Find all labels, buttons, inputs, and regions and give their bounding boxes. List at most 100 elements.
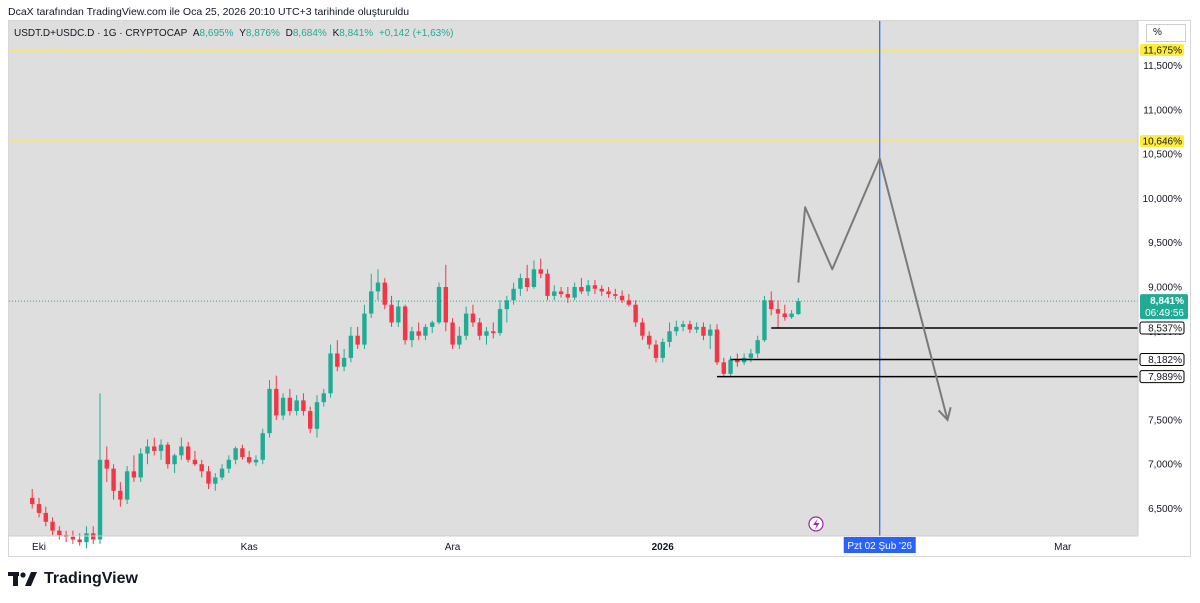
candle-body xyxy=(558,291,564,295)
candle-body xyxy=(375,282,381,292)
y-tick-label: 7,000% xyxy=(1148,460,1182,471)
candle-body xyxy=(463,313,469,336)
high-label: Y xyxy=(239,28,246,39)
candle-body xyxy=(531,269,537,287)
candle-body xyxy=(653,344,659,358)
candle-body xyxy=(443,287,448,323)
candle-body xyxy=(43,512,48,522)
candle-body xyxy=(735,359,740,363)
y-tick-label: 6,500% xyxy=(1148,504,1182,515)
candle-body xyxy=(152,446,157,451)
candle-body xyxy=(775,309,781,314)
axes: 6,500%7,000%7,500%8,000%8,500%9,000%9,50… xyxy=(9,21,1188,553)
level-price-label: 8,182% xyxy=(1148,355,1182,366)
candle-body xyxy=(280,397,286,416)
low-value: 8,684% xyxy=(292,28,327,39)
candle-body xyxy=(213,477,218,484)
symbol-legend: USDT.D+USDC.D · 1G · CRYPTOCAP A8,695% Y… xyxy=(14,28,453,39)
candle-body xyxy=(769,300,774,310)
candle-body xyxy=(199,464,204,472)
candle-body xyxy=(477,322,482,336)
candle-body xyxy=(287,397,293,412)
candle-body xyxy=(714,329,720,363)
candle-body xyxy=(131,471,137,478)
candle-body xyxy=(782,313,787,318)
candle-body xyxy=(647,335,652,345)
level-price-badge xyxy=(1139,321,1185,335)
symbol-name: USDT.D+USDC.D · 1G · CRYPTOCAP xyxy=(14,28,188,39)
candle-body xyxy=(721,362,726,374)
candle-body xyxy=(30,497,35,505)
candle-body xyxy=(118,490,123,500)
candle-body xyxy=(369,291,374,314)
candle-body xyxy=(470,313,476,323)
candle-body xyxy=(606,291,611,295)
candle-body xyxy=(694,326,699,330)
plot-background xyxy=(9,21,1138,536)
candle-body xyxy=(267,388,272,434)
level-price-badge xyxy=(1140,135,1184,148)
level-price-badge xyxy=(1140,43,1184,56)
candle-body xyxy=(511,288,516,301)
x-tick-label: 2026 xyxy=(652,542,675,553)
candle-body xyxy=(504,300,510,310)
candle-body xyxy=(260,433,265,460)
x-tick-label: Kas xyxy=(241,542,258,553)
candle-body xyxy=(382,282,387,305)
candle-body xyxy=(633,304,638,323)
candle-body xyxy=(640,322,645,336)
candle-body xyxy=(70,536,76,540)
candle-body xyxy=(619,295,625,301)
candle-body xyxy=(124,471,130,500)
candle-body xyxy=(308,411,313,429)
level-price-label: 7,989% xyxy=(1148,372,1182,383)
level-price-badge xyxy=(1139,370,1185,384)
candle-body xyxy=(497,309,503,334)
y-tick-label: 9,500% xyxy=(1148,238,1182,249)
candle-body xyxy=(219,468,225,478)
candle-body xyxy=(185,446,191,460)
vertical-marker-badge xyxy=(843,537,916,553)
open-label: A xyxy=(192,28,200,39)
candle-body xyxy=(158,444,164,451)
candle-body xyxy=(579,287,584,292)
candle-body xyxy=(341,357,347,367)
candle-body xyxy=(409,331,415,341)
candle-body xyxy=(599,288,604,292)
candle-body xyxy=(274,388,279,416)
candle-body xyxy=(402,306,408,341)
percent-scale-button[interactable]: % xyxy=(1146,24,1186,42)
candle-body xyxy=(674,326,679,332)
candle-body xyxy=(145,446,150,454)
candle-body xyxy=(389,304,394,323)
candle-body xyxy=(328,353,333,394)
candle-body xyxy=(592,285,598,289)
brand-name: TradingView xyxy=(44,570,138,587)
drawings xyxy=(717,21,1138,536)
candle-body xyxy=(667,331,672,342)
candle-body xyxy=(524,278,530,287)
candle-body xyxy=(97,459,103,540)
candle-body xyxy=(36,504,42,513)
candle-body xyxy=(565,294,571,298)
candle-body xyxy=(728,359,733,374)
tradingview-logo-icon xyxy=(8,572,37,586)
candle-body xyxy=(301,400,306,412)
candle-body xyxy=(613,294,618,296)
candle-body xyxy=(104,459,109,469)
lightning-icon[interactable] xyxy=(808,516,824,532)
candle-body xyxy=(172,455,177,465)
candle-body xyxy=(396,306,401,323)
candle-body xyxy=(192,459,198,465)
y-tick-label: 7,500% xyxy=(1148,415,1182,426)
y-tick-label: 9,000% xyxy=(1148,283,1182,294)
last-price-countdown: 06:49:56 xyxy=(1145,308,1184,319)
candle-body xyxy=(755,340,760,354)
x-tick-label: Ara xyxy=(445,542,461,553)
candles xyxy=(30,258,801,549)
candle-body xyxy=(538,269,543,274)
candle-body xyxy=(111,468,116,491)
level-price-label: 8,537% xyxy=(1148,324,1182,335)
vertical-marker-label: Pzt 02 Şub '26 xyxy=(847,541,912,552)
